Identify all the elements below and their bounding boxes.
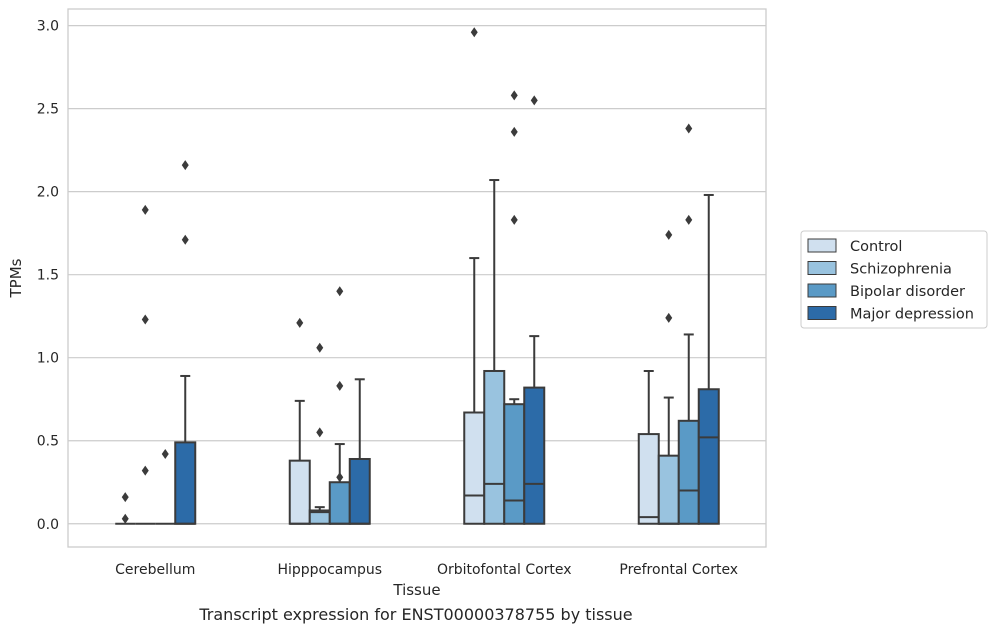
box-iqr [288, 459, 311, 525]
box-major-depression [523, 95, 546, 525]
box-bipolar-disorder [155, 449, 176, 525]
box-iqr [637, 433, 660, 525]
box-major-depression [174, 160, 197, 525]
outlier-point [121, 513, 129, 524]
x-tick-label: Cerebellum [115, 562, 195, 578]
outlier-point [121, 492, 129, 503]
y-tick-label: 1.0 [37, 351, 59, 367]
box-iqr [463, 411, 486, 525]
x-axis-label: Tissue [392, 581, 440, 599]
box-schizophrenia [135, 204, 156, 525]
box-schizophrenia [657, 229, 680, 525]
box-iqr [697, 388, 720, 525]
outlier-point [685, 123, 693, 134]
box-major-depression [697, 193, 720, 525]
y-tick-label: 0.0 [37, 517, 59, 533]
legend-label: Major depression [850, 307, 974, 323]
outlier-point [316, 342, 324, 353]
outlier-point [510, 126, 518, 137]
chart-caption: Transcript expression for ENST0000037875… [199, 605, 633, 624]
legend-frame [800, 230, 988, 329]
box-iqr [328, 481, 351, 525]
y-tick-label: 2.0 [37, 185, 59, 201]
outlier-point [141, 314, 149, 325]
box-control [637, 369, 660, 525]
legend-label: Schizophrenia [850, 262, 952, 278]
box-iqr [657, 454, 680, 525]
grid-lines [68, 25, 766, 525]
x-tick-label: Prefrontal Cortex [619, 562, 738, 578]
legend-swatch [807, 238, 837, 253]
outlier-point [141, 465, 149, 476]
legend: Control Schizophrenia Bipolar disorder Majo… [800, 230, 988, 329]
outlier-point [510, 90, 518, 101]
x-tick-label: Hipppocampus [277, 562, 382, 578]
box-bipolar-disorder [328, 286, 351, 525]
y-tick-label: 1.5 [37, 268, 59, 284]
outlier-point [336, 380, 344, 391]
box-iqr [348, 457, 371, 525]
outlier-point [181, 234, 189, 245]
y-axis-label: TPMs [7, 258, 25, 298]
box-control [288, 317, 311, 525]
outlier-point [470, 27, 478, 38]
outlier-point [530, 95, 538, 106]
y-tick-label: 0.5 [37, 434, 59, 450]
box-series [115, 27, 720, 525]
box-bipolar-disorder [503, 90, 526, 525]
outlier-point [181, 160, 189, 171]
axis-ticks: 0.0 0.5 1.0 1.5 2.0 2.5 3.0 Cerebellum Hipppocam… [37, 19, 738, 578]
x-tick-label: Orbitofontal Cortex [437, 562, 572, 578]
outlier-point [665, 312, 673, 323]
legend-swatch [807, 306, 837, 320]
y-tick-label: 3.0 [37, 19, 59, 35]
outlier-point [141, 204, 149, 215]
outlier-point [510, 214, 518, 225]
box-bipolar-disorder [677, 123, 700, 525]
outlier-point [685, 214, 693, 225]
box-control [463, 27, 486, 525]
outlier-point [296, 317, 304, 328]
outlier-point [665, 229, 673, 240]
box-schizophrenia [483, 179, 506, 525]
legend-label: Bipolar disorder [850, 284, 965, 300]
outlier-point [336, 286, 344, 297]
box-iqr [677, 419, 700, 525]
outlier-point [336, 472, 344, 483]
outlier-point [316, 427, 324, 438]
box-iqr [174, 441, 197, 525]
legend-swatch [807, 283, 837, 298]
outlier-point [161, 449, 169, 460]
box-iqr [483, 369, 506, 525]
box-major-depression [348, 378, 371, 525]
box-control [115, 492, 136, 525]
legend-swatch [807, 261, 837, 275]
legend-label: Control [850, 239, 902, 255]
plot-frame [67, 8, 767, 548]
box-iqr [523, 386, 546, 525]
y-tick-label: 2.5 [37, 102, 59, 118]
box-schizophrenia [308, 342, 331, 525]
box-iqr [503, 403, 526, 525]
